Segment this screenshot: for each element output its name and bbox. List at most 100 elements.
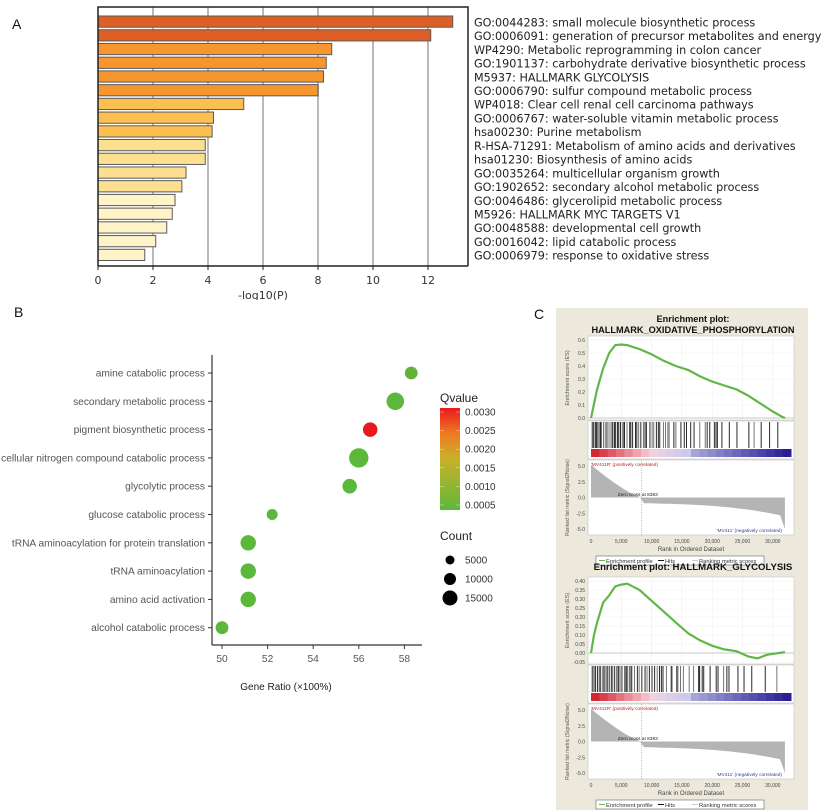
x-tick-label: 0 xyxy=(95,274,102,287)
es-ytick-label: 0.05 xyxy=(575,642,585,648)
rank-color-segment xyxy=(649,449,659,457)
legend-qvalue-title: Qvalue xyxy=(440,391,478,405)
bar xyxy=(97,207,173,220)
rank-color-segment xyxy=(666,449,675,457)
rank-color-segment xyxy=(674,693,684,701)
category-label: GO:0035264: multicellular organism growt… xyxy=(474,167,720,180)
rank-color-segment xyxy=(749,449,759,457)
es-plot-area xyxy=(587,576,795,665)
rank-color-segment xyxy=(657,449,667,457)
rank-color-segment xyxy=(616,449,625,457)
x-tick-label: 12 xyxy=(421,274,435,287)
es-ytick-label: 0.15 xyxy=(575,624,585,630)
category-label: GO:1901137: carbohydrate derivative bios… xyxy=(474,58,806,71)
colorbar-tick-label: 0.0015 xyxy=(465,463,496,474)
bubble xyxy=(240,535,256,551)
ranked-ytick-label: 2.5 xyxy=(578,480,585,486)
legend-size-dot xyxy=(445,555,455,565)
legend-metric-label: Ranking metric scores xyxy=(699,803,756,809)
rank-color-segment xyxy=(774,693,784,701)
rank-color-segment xyxy=(707,449,717,457)
colorbar-tick-label: 0.0030 xyxy=(465,408,496,419)
category-label: R-HSA-71291: Metabolism of amino acids a… xyxy=(474,140,796,153)
panel-label-b: B xyxy=(14,304,24,320)
bar xyxy=(97,111,214,124)
bar xyxy=(97,152,206,165)
rank-color-segment xyxy=(607,449,617,457)
bar xyxy=(97,56,327,69)
ranked-ytick-label: 0.0 xyxy=(578,496,585,502)
colorbar-tick-label: 0.0020 xyxy=(465,445,496,456)
rank-color-segment xyxy=(632,693,642,701)
rank-color-segment xyxy=(699,693,709,701)
rank-color-segment xyxy=(616,693,625,701)
rank-color-segment xyxy=(624,449,634,457)
category-label: GO:0006979: response to oxidative stress xyxy=(474,250,709,263)
enrichment-profile-line xyxy=(589,582,786,660)
ranked-ytick-label: -5.0 xyxy=(576,527,585,533)
rank-color-segment xyxy=(724,449,734,457)
x-axis-title: -log10(P) xyxy=(238,289,288,300)
rank-color-segment xyxy=(691,449,700,457)
ranked-ytick-label: -2.5 xyxy=(576,511,585,517)
bubble xyxy=(240,563,256,579)
rank-color-segment xyxy=(607,693,617,701)
category-label: GO:1902652: secondary alcohol metabolic … xyxy=(474,181,759,194)
category-label: cellular nitrogen compound catabolic pro… xyxy=(1,453,205,464)
rank-color-segment xyxy=(766,449,775,457)
bar xyxy=(97,166,187,179)
gsea-title-line1: Enrichment plot: xyxy=(657,314,730,324)
bubble-chart-b: amine catabolic process secondary metabol… xyxy=(1,355,496,693)
bubble xyxy=(362,422,378,437)
ranked-ylabel: Ranked list metric (Signal2Noise) xyxy=(565,703,571,780)
rank-color-segment xyxy=(641,449,650,457)
rank-xtick-label: 0 xyxy=(590,539,593,545)
x-tick-label: 52 xyxy=(262,654,274,665)
gsea-panel-c: Enrichment plot:HALLMARK_OXIDATIVE_PHOSP… xyxy=(556,308,808,810)
rank-color-segment xyxy=(732,693,742,701)
legend-size-dot xyxy=(442,590,458,606)
legend-hits-label: Hits xyxy=(665,803,675,809)
es-ylabel: Enrichment score (ES) xyxy=(565,350,571,405)
es-ytick-label: 0.1 xyxy=(578,403,585,409)
legend-size-dot xyxy=(444,573,456,585)
bar xyxy=(97,84,319,97)
rank-xtick-label: 20,000 xyxy=(705,783,721,789)
category-label: glucose catabolic process xyxy=(88,510,205,521)
rank-color-segment xyxy=(707,693,717,701)
rank-xtick-label: 10,000 xyxy=(644,539,660,545)
rank-xtick-label: 5,000 xyxy=(615,539,628,545)
category-label: WP4290: Metabolic reprogramming in colon… xyxy=(474,44,761,57)
category-label: GO:0016042: lipid catabolic process xyxy=(474,236,677,249)
es-ytick-label: 0.25 xyxy=(575,606,585,612)
bar xyxy=(97,193,176,207)
es-ytick-label: 0.4 xyxy=(578,364,585,370)
bar xyxy=(97,139,206,152)
legend-size-label: 15000 xyxy=(465,594,493,605)
rank-color-segment xyxy=(624,693,634,701)
category-label: M5926: HALLMARK MYC TARGETS V1 xyxy=(474,208,681,221)
es-ytick-label: 0.10 xyxy=(575,633,585,639)
category-label: alcohol catabolic process xyxy=(91,623,205,634)
rank-color-segment xyxy=(599,693,609,701)
bar xyxy=(97,235,157,248)
ranked-ytick-label: 5.0 xyxy=(578,464,585,470)
rank-color-segment xyxy=(666,693,675,701)
bar xyxy=(97,29,432,42)
rank-color-segment xyxy=(682,693,692,701)
rank-xtick-label: 30,000 xyxy=(765,783,781,789)
ranking-metric-area xyxy=(591,464,785,529)
es-ytick-label: -0.05 xyxy=(574,660,586,666)
rank-xtick-label: 25,000 xyxy=(735,539,751,545)
ranking-metric-area xyxy=(591,708,785,773)
rank-xtick-label: 25,000 xyxy=(735,783,751,789)
ranked-ytick-label: 5.0 xyxy=(578,708,585,714)
ranked-ytick-label: 0.0 xyxy=(578,740,585,746)
rank-color-segment xyxy=(741,449,750,457)
bubble xyxy=(266,508,278,521)
ranked-ytick-label: -2.5 xyxy=(576,755,585,761)
rank-color-segment xyxy=(591,693,600,701)
legend-profile-label: Enrichment profile xyxy=(606,803,653,809)
legend-size-label: 5000 xyxy=(465,556,488,567)
es-ytick-label: 0.20 xyxy=(575,615,585,621)
